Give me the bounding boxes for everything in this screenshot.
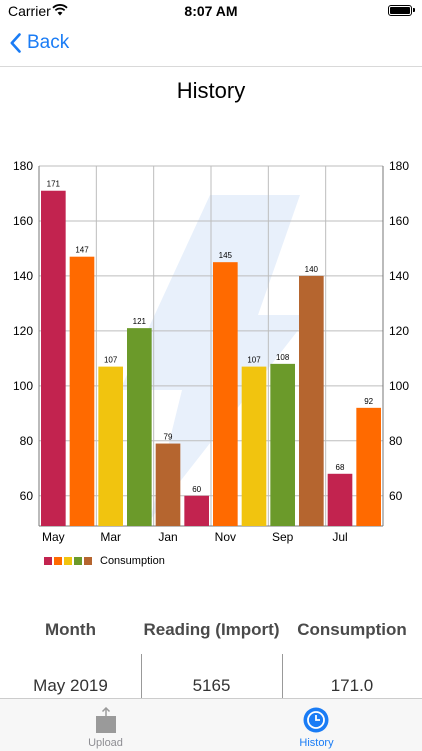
col-header-month: Month xyxy=(45,620,96,639)
battery-icon xyxy=(388,5,415,16)
bar xyxy=(155,443,181,526)
bar-value-label: 92 xyxy=(364,397,373,406)
bar-value-label: 79 xyxy=(164,433,173,442)
page-title: History xyxy=(176,78,246,103)
table-header: Month Reading (Import) Consumption xyxy=(0,620,422,640)
legend-label: Consumption xyxy=(100,555,165,567)
upload-icon xyxy=(96,707,116,733)
navigation-bar: Back xyxy=(0,22,422,67)
status-time: 8:07 AM xyxy=(184,3,238,19)
bar-value-label: 121 xyxy=(133,317,147,326)
bar xyxy=(327,473,353,526)
bar-value-label: 140 xyxy=(305,265,319,274)
y-tick-label-left: 100 xyxy=(13,379,33,393)
bar-value-label: 171 xyxy=(47,180,61,189)
x-tick-label: Sep xyxy=(272,530,294,544)
y-tick-label-right: 100 xyxy=(389,379,409,393)
bar xyxy=(241,366,267,526)
bar xyxy=(184,495,209,526)
status-bar: Carrier 8:07 AM xyxy=(0,0,422,22)
chevron-left-icon xyxy=(10,33,21,53)
legend-swatch xyxy=(64,557,72,565)
x-tick-label: Jan xyxy=(158,530,177,544)
carrier-label: Carrier xyxy=(8,3,51,19)
col-header-consumption: Consumption xyxy=(297,620,407,639)
tab-upload[interactable]: Upload xyxy=(0,699,211,751)
bar-value-label: 147 xyxy=(75,246,89,255)
y-tick-label-left: 160 xyxy=(13,214,33,228)
y-tick-label-left: 180 xyxy=(13,159,33,173)
y-tick-label-left: 140 xyxy=(13,269,33,283)
tab-upload-label: Upload xyxy=(88,737,123,749)
bar xyxy=(299,275,324,526)
bar-value-label: 108 xyxy=(276,353,290,362)
y-tick-label-right: 180 xyxy=(389,159,409,173)
bar-value-label: 107 xyxy=(247,356,261,365)
cell-month: May 2019 xyxy=(33,676,108,695)
tab-bar: Upload History xyxy=(0,698,422,751)
y-tick-label-left: 60 xyxy=(20,489,34,503)
x-tick-label: Nov xyxy=(215,530,236,544)
y-tick-label-right: 160 xyxy=(389,214,409,228)
bar-value-label: 68 xyxy=(336,463,345,472)
y-tick-label-right: 80 xyxy=(389,434,403,448)
wifi-icon xyxy=(52,4,68,16)
chart-legend: Consumption xyxy=(44,555,165,567)
x-tick-label: Mar xyxy=(100,530,121,544)
y-tick-label-right: 140 xyxy=(389,269,409,283)
legend-swatch xyxy=(54,557,62,565)
chart-svg: 60 60 80 80 100 100 120 120 140 140 160 160 180 180 17… xyxy=(13,159,409,544)
bar xyxy=(213,262,238,526)
col-header-reading: Reading (Import) xyxy=(143,620,280,639)
bar xyxy=(41,190,66,526)
consumption-chart: 60 60 80 80 100 100 120 120 140 140 160 160 180 180 17… xyxy=(0,150,422,550)
bar xyxy=(69,256,95,526)
y-tick-label-right: 120 xyxy=(389,324,409,338)
cell-consumption: 171.0 xyxy=(330,676,374,695)
tab-history-label: History xyxy=(299,737,334,749)
back-button[interactable]: Back xyxy=(10,32,69,54)
x-tick-label: Jul xyxy=(332,530,347,544)
legend-swatch xyxy=(74,557,82,565)
cell-reading: 5165 xyxy=(192,676,231,695)
legend-swatch xyxy=(84,557,92,565)
bar-value-label: 145 xyxy=(219,251,233,260)
bar-value-label: 107 xyxy=(104,356,118,365)
y-tick-label-left: 120 xyxy=(13,324,33,338)
back-label: Back xyxy=(27,32,70,53)
bar-value-label: 60 xyxy=(192,485,201,494)
bar xyxy=(356,407,381,526)
y-tick-label-right: 60 xyxy=(389,489,403,503)
bar xyxy=(127,328,152,526)
column-divider xyxy=(141,654,142,700)
bar xyxy=(98,366,123,526)
bar xyxy=(270,363,295,526)
y-tick-label-left: 80 xyxy=(20,434,34,448)
x-tick-label: May xyxy=(42,530,65,544)
column-divider xyxy=(282,654,283,700)
clock-icon xyxy=(303,707,329,733)
tab-history[interactable]: History xyxy=(211,699,422,751)
legend-swatch xyxy=(44,557,52,565)
legend-swatches xyxy=(44,557,94,565)
